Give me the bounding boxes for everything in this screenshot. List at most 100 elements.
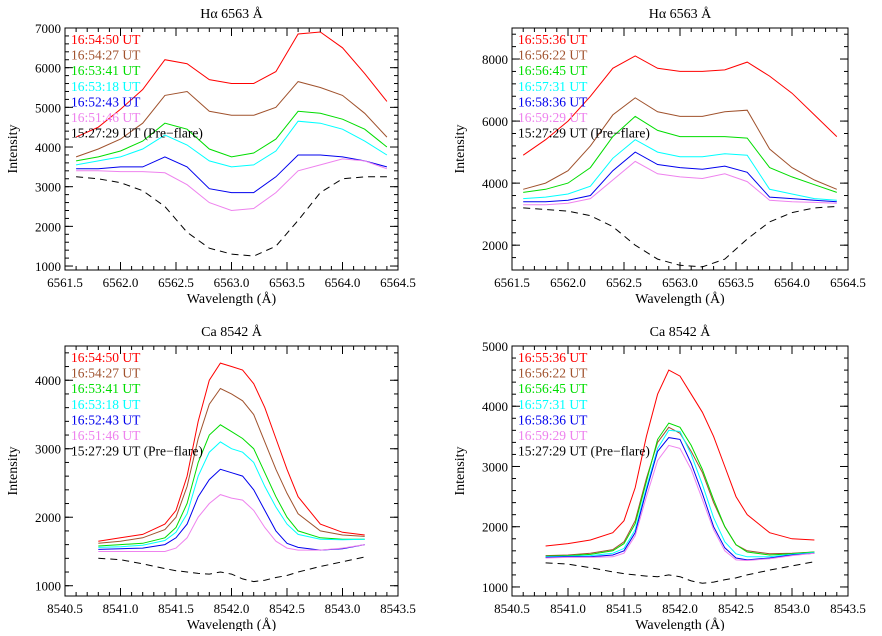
x-tick-label: 8542.5 (269, 601, 305, 616)
x-tick-label: 6564.0 (774, 275, 810, 290)
series-line-1 (523, 97, 837, 190)
y-tick-label: 4000 (482, 399, 508, 414)
x-tick-label: 8540.5 (494, 601, 530, 616)
legend-entry: 16:56:22 UT (518, 366, 588, 381)
chart-panel-0: Hα 6563 Å 6561.5 6562.0 6562.5 6563.0 6563.5 6… (6, 6, 416, 307)
y-axis-label: Intensity (453, 125, 468, 174)
x-axis-label: Wavelength (Å) (635, 291, 725, 307)
y-tick-label: 2000 (35, 510, 61, 525)
legend-entry: 16:54:27 UT (71, 366, 141, 381)
x-tick-label: 6562.5 (606, 275, 642, 290)
legend-entry: 15:27:29 UT (Pre−flare) (518, 126, 650, 141)
legend-entry: 16:59:29 UT (518, 428, 588, 443)
legend-entry: 16:56:45 UT (518, 381, 588, 396)
legend-entry: 16:57:31 UT (518, 397, 588, 412)
y-axis-label: Intensity (6, 125, 21, 174)
legend-entry: 15:27:29 UT (Pre−flare) (71, 126, 203, 141)
legend-entry: 16:59:29 UT (518, 110, 588, 125)
x-tick-label: 8541.0 (550, 601, 586, 616)
series-line-6 (76, 176, 387, 257)
legend-entry: 16:51:46 UT (71, 428, 141, 443)
chart-title: Ca 8542 Å (201, 324, 263, 340)
x-tick-label: 6564.5 (830, 275, 866, 290)
y-tick-label: 1000 (482, 580, 508, 595)
x-axis-label: Wavelength (Å) (635, 617, 725, 631)
legend-entry: 16:57:31 UT (518, 79, 588, 94)
series-line-3 (76, 120, 388, 168)
legend-entry: 15:27:29 UT (Pre−flare) (518, 444, 650, 459)
legend-entry: 16:53:18 UT (71, 397, 141, 412)
y-tick-label: 8000 (482, 52, 508, 67)
x-tick-label: 6564.0 (325, 275, 361, 290)
y-tick-label: 4000 (35, 373, 61, 388)
legend-entry: 16:58:36 UT (518, 412, 588, 427)
series-line-0 (98, 362, 365, 542)
series-line-1 (545, 426, 815, 557)
y-tick-label: 7000 (35, 21, 61, 36)
x-tick-label: 8542.0 (662, 601, 698, 616)
x-tick-label: 6562.0 (103, 275, 139, 290)
x-tick-label: 8541.5 (158, 601, 194, 616)
chart-title: Hα 6563 Å (649, 6, 712, 22)
x-tick-label: 6562.5 (158, 275, 194, 290)
x-axis-label: Wavelength (Å) (187, 291, 277, 307)
chart-title: Ca 8542 Å (650, 324, 712, 340)
legend-entry: 16:52:43 UT (71, 94, 141, 109)
x-tick-label: 8540.5 (47, 601, 83, 616)
legend-entry: 16:53:41 UT (71, 381, 141, 396)
series-line-2 (545, 422, 815, 557)
legend-entry: 16:56:45 UT (518, 63, 588, 78)
y-tick-label: 3000 (482, 459, 508, 474)
series-line-1 (98, 387, 365, 544)
x-tick-label: 6563.0 (662, 275, 698, 290)
x-tick-label: 6561.5 (494, 275, 530, 290)
series-line-0 (545, 369, 815, 547)
y-tick-label: 4000 (482, 176, 508, 191)
x-tick-label: 6564.5 (380, 275, 416, 290)
x-tick-label: 8541.5 (606, 601, 642, 616)
y-tick-label: 6000 (35, 61, 61, 76)
x-tick-label: 8543.5 (830, 601, 866, 616)
series-line-1 (75, 81, 388, 158)
y-axis-label: Intensity (6, 447, 21, 496)
y-tick-label: 2000 (482, 520, 508, 535)
y-tick-label: 6000 (482, 114, 508, 129)
y-axis-label: Intensity (453, 447, 468, 496)
y-tick-label: 4000 (35, 140, 61, 155)
legend-entry: 16:56:22 UT (518, 48, 588, 63)
y-tick-label: 5000 (35, 100, 61, 115)
series-line-4 (76, 154, 388, 194)
y-tick-label: 1000 (35, 259, 61, 274)
x-tick-label: 6563.5 (718, 275, 754, 290)
legend-entry: 16:52:43 UT (71, 412, 141, 427)
series-line-4 (545, 437, 815, 561)
x-tick-label: 6563.0 (214, 275, 250, 290)
series-line-5 (545, 444, 815, 562)
legend-entry: 16:53:41 UT (71, 63, 141, 78)
y-tick-label: 3000 (35, 180, 61, 195)
series-line-3 (98, 441, 365, 548)
series-line-2 (76, 110, 388, 162)
series-line-5 (98, 494, 365, 552)
series-line-6 (98, 556, 365, 583)
chart-panel-2: Ca 8542 Å 8540.5 8541.0 8541.5 8542.0 8542.5 8… (6, 324, 416, 633)
x-tick-label: 8542.5 (718, 601, 754, 616)
series-line-3 (523, 139, 837, 201)
x-tick-label: 8543.0 (774, 601, 810, 616)
x-tick-label: 8543.5 (380, 601, 416, 616)
x-tick-label: 6563.5 (269, 275, 305, 290)
series-line-6 (545, 561, 815, 584)
x-axis-label: Wavelength (Å) (187, 617, 277, 631)
series-line-0 (75, 31, 388, 138)
legend-entry: 16:55:36 UT (518, 350, 588, 365)
series-line-5 (523, 160, 837, 206)
series-line-6 (523, 205, 837, 268)
y-tick-label: 3000 (35, 442, 61, 457)
series-line-2 (98, 424, 365, 547)
x-tick-label: 8542.0 (214, 601, 250, 616)
series-line-3 (545, 429, 815, 558)
legend-entry: 16:51:46 UT (71, 110, 141, 125)
legend-entry: 15:27:29 UT (Pre−flare) (71, 444, 203, 459)
